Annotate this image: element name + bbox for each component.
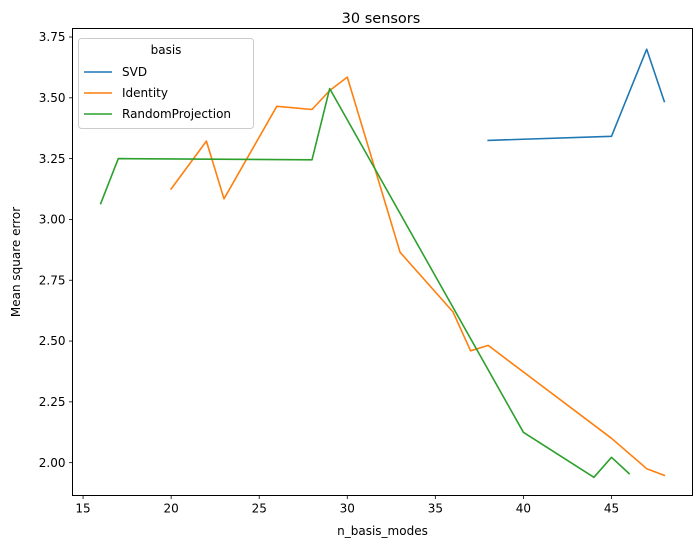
y-tick-label: 3.50 — [39, 91, 66, 105]
plot-frame — [72, 28, 693, 496]
legend-label-randomprojection: RandomProjection — [122, 107, 231, 121]
legend-title: basis — [151, 43, 182, 57]
legend-label-identity: Identity — [122, 86, 168, 100]
legend-box — [78, 38, 254, 129]
y-tick-label: 3.25 — [39, 152, 66, 166]
y-tick-label: 3.75 — [39, 30, 66, 44]
y-axis-label: Mean square error — [9, 207, 23, 317]
y-tick-label: 2.50 — [39, 334, 66, 348]
y-tick-label: 3.00 — [39, 213, 66, 227]
x-tick-label: 25 — [252, 502, 267, 516]
x-tick-label: 45 — [604, 502, 619, 516]
series-line-identity — [169, 76, 666, 477]
x-tick-label: 35 — [428, 502, 443, 516]
series-line-svd — [487, 48, 666, 142]
x-tick-label: 30 — [340, 502, 355, 516]
x-tick-label: 15 — [75, 502, 90, 516]
y-tick-label: 2.25 — [39, 395, 66, 409]
y-tick-label: 2.00 — [39, 456, 66, 470]
chart-title: 30 sensors — [342, 11, 421, 27]
legend: basis SVD Identity RandomProjection — [78, 38, 254, 129]
y-tick-label: 2.75 — [39, 273, 66, 287]
x-tick-label: 20 — [163, 502, 178, 516]
ticks-layer: 15 20 25 30 35 40 45 2.00 2.25 2.50 2.75 3.00 3.25 3.… — [39, 30, 619, 515]
x-axis-label: n_basis_modes — [337, 524, 428, 538]
series-layer — [99, 48, 666, 479]
x-tick-label: 40 — [516, 502, 531, 516]
legend-label-svd: SVD — [122, 65, 147, 79]
series-line-randomprojection — [99, 87, 631, 479]
